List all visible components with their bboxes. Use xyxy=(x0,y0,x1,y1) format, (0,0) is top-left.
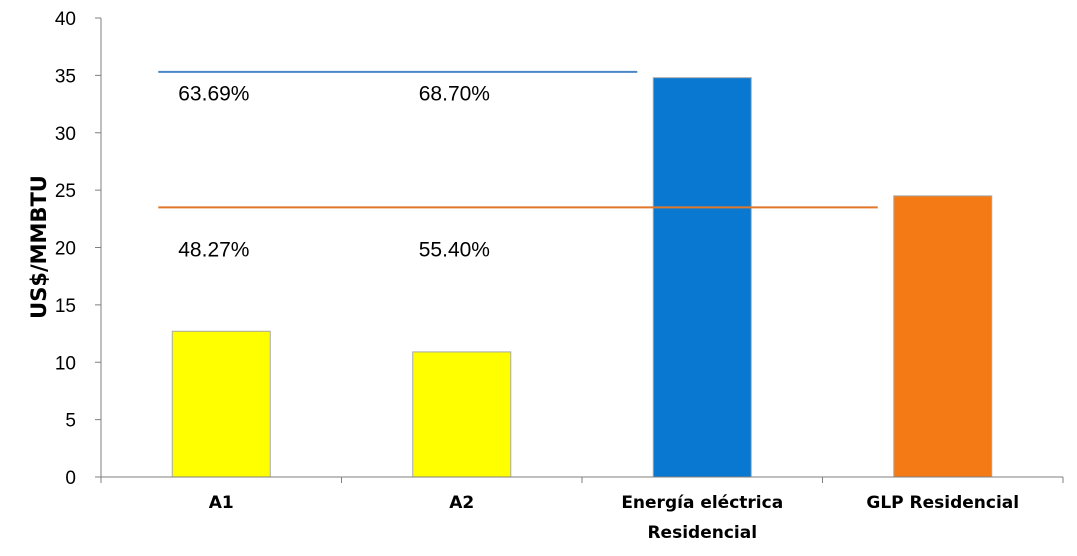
y-tick-label: 35 xyxy=(55,66,76,87)
annotation-label: 55.40% xyxy=(419,239,490,262)
y-tick-label: 15 xyxy=(55,296,76,317)
y-tick-label: 20 xyxy=(55,239,76,260)
annotation-label: 63.69% xyxy=(178,83,249,106)
x-tick-label: GLP Residencial xyxy=(866,493,1019,513)
y-tick-label: 5 xyxy=(65,411,76,432)
bar xyxy=(412,351,512,478)
annotation-label: 48.27% xyxy=(178,239,249,262)
y-tick-label: 30 xyxy=(55,124,76,145)
x-tick-label: A1 xyxy=(209,493,234,513)
plot-area: 0 5 10 15 20 25 30 35 40 A1 A2 Energía eléctrica Res… xyxy=(27,9,1064,543)
x-tick-label: Energía eléctrica xyxy=(621,493,783,513)
y-tick-label: 25 xyxy=(55,181,76,202)
y-tick-label: 10 xyxy=(55,353,76,374)
annotation-label: 68.70% xyxy=(419,83,490,106)
bar xyxy=(652,77,752,478)
bar xyxy=(893,195,993,478)
y-tick-label: 0 xyxy=(65,468,76,489)
bar xyxy=(171,330,271,478)
x-tick-label: Residencial xyxy=(647,523,757,543)
y-axis-label: US$/MMBTU xyxy=(27,175,51,319)
y-tick-label: 40 xyxy=(55,9,76,30)
x-tick-label: A2 xyxy=(449,493,474,513)
